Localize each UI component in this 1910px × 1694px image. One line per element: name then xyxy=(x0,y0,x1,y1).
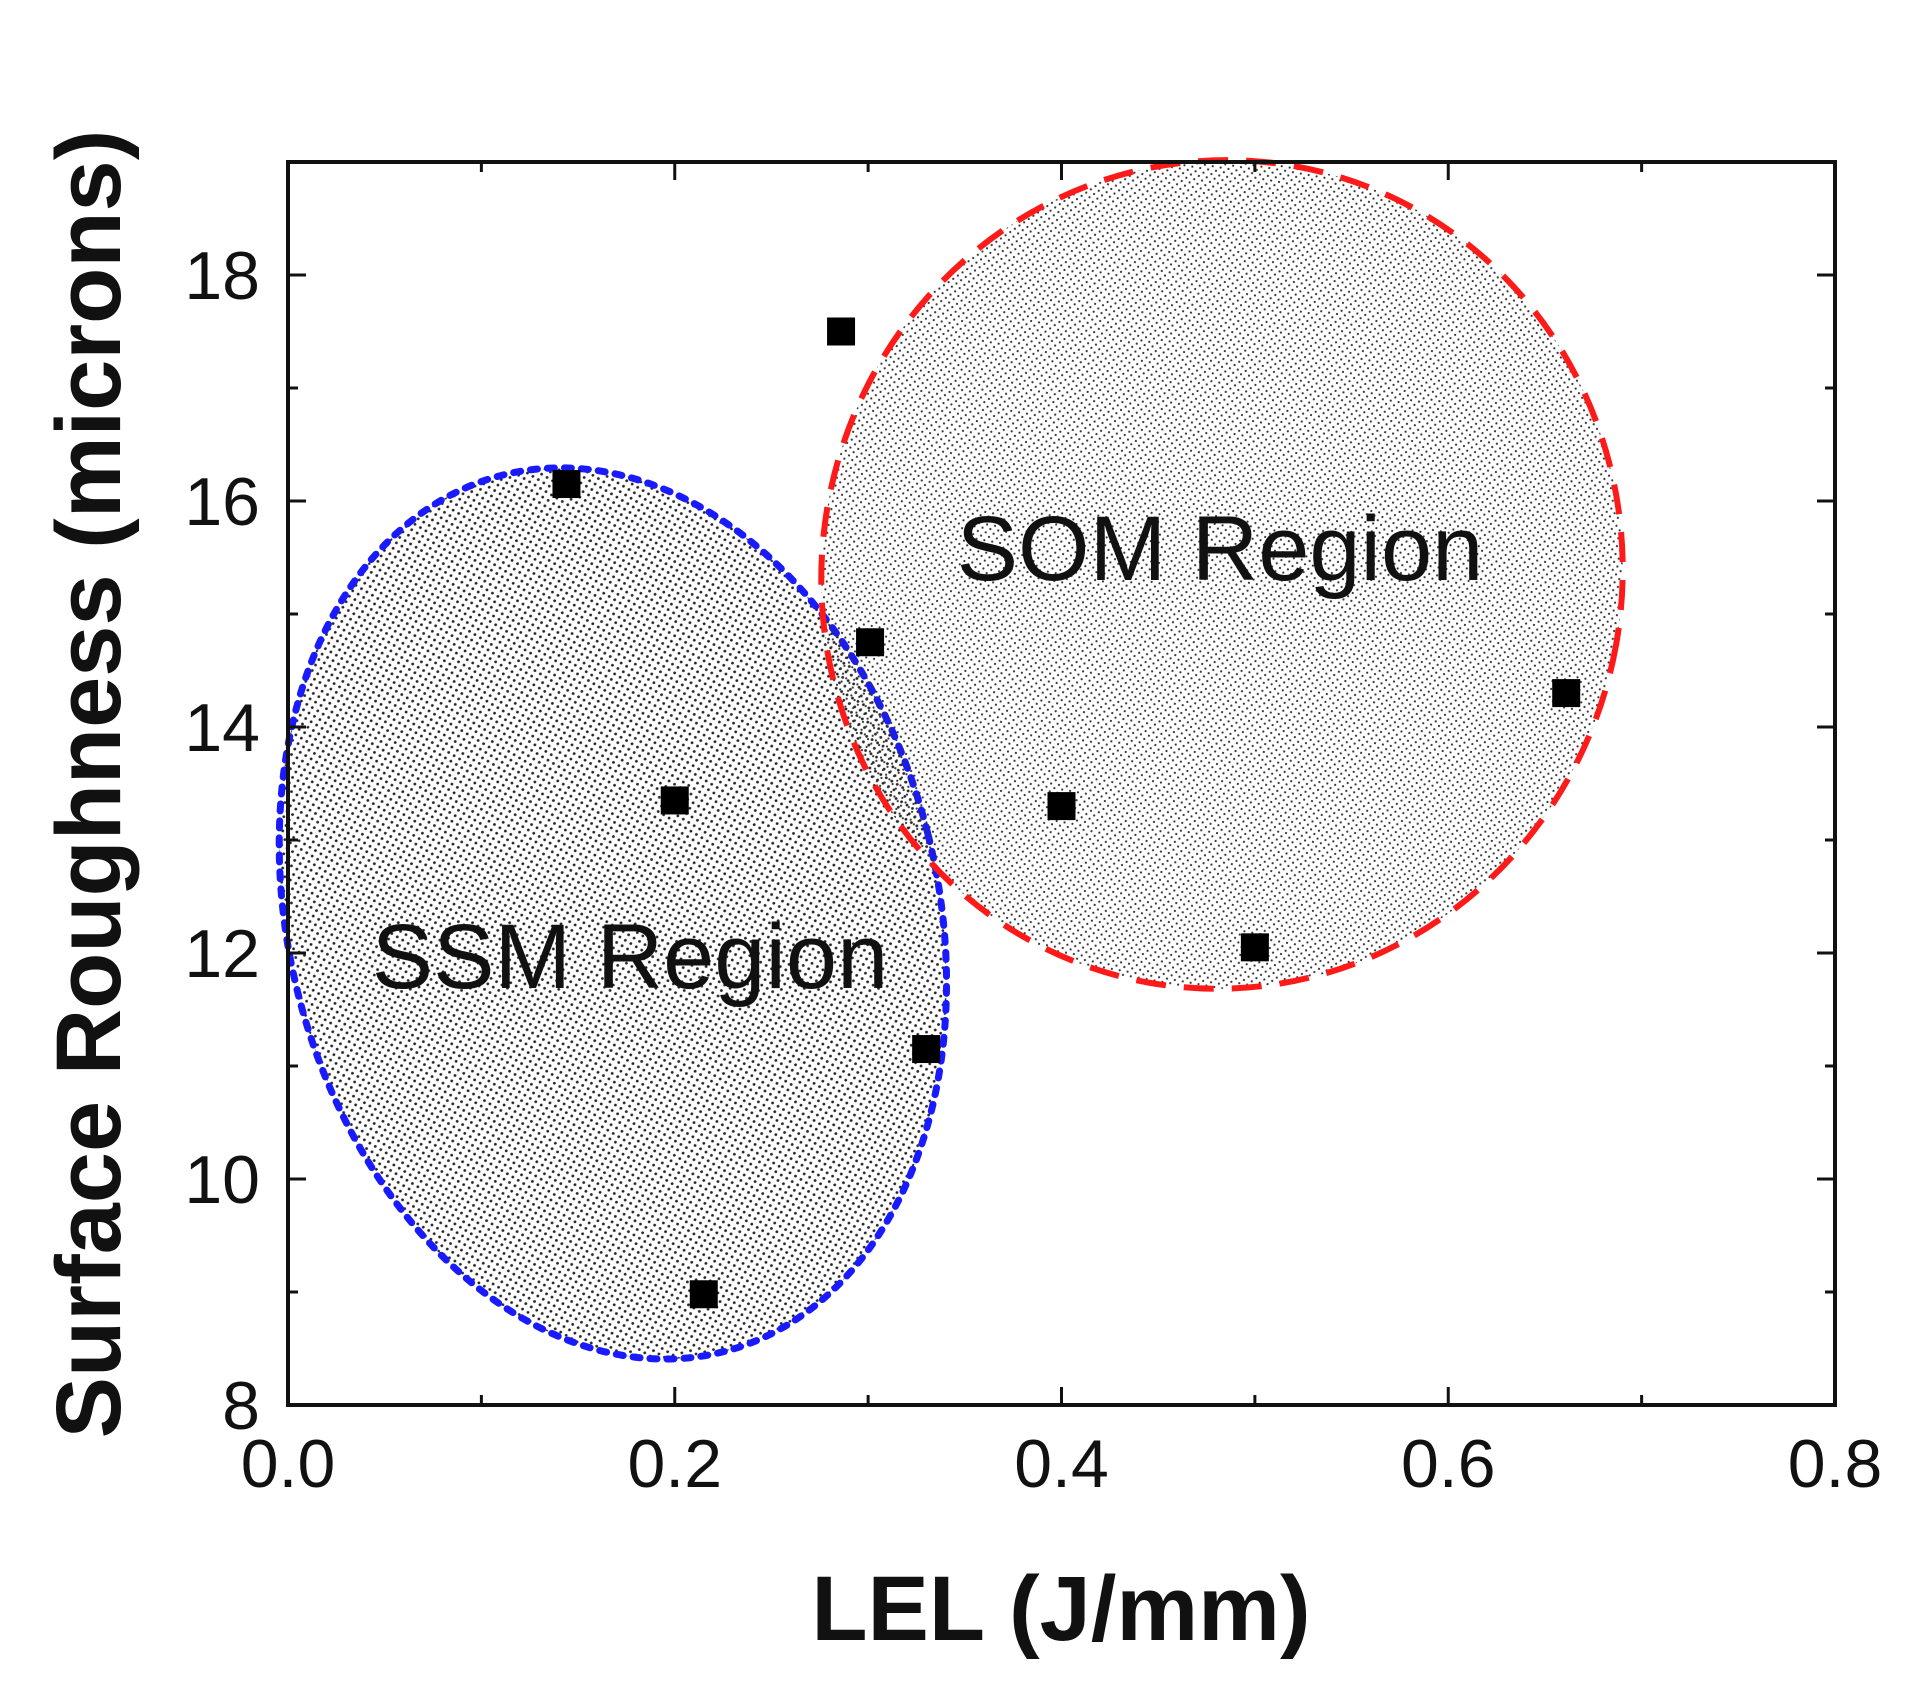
ssm-region-label: SSM Region xyxy=(372,906,888,1008)
x-tick-label: 0.6 xyxy=(1401,1426,1496,1502)
y-tick-label: 14 xyxy=(184,690,260,766)
data-point xyxy=(689,1280,718,1309)
tick-layer: 0.0 0.2 0.4 0.6 0.8 8 10 12 14 16 18 xyxy=(184,162,1882,1502)
data-point xyxy=(1240,933,1269,962)
y-tick-label: 10 xyxy=(184,1142,260,1218)
data-point xyxy=(1047,792,1076,821)
x-tick-label: 0.4 xyxy=(1014,1426,1109,1502)
y-axis-title: Surface Roughness (microns) xyxy=(38,130,140,1439)
som-region-label: SOM Region xyxy=(957,498,1484,600)
region-layer xyxy=(275,157,1626,1363)
x-tick-label: 0.2 xyxy=(627,1426,722,1502)
data-points xyxy=(552,317,1581,1309)
x-tick-label: 0.8 xyxy=(1788,1426,1883,1502)
data-point xyxy=(552,470,581,499)
x-tick-label: 0.0 xyxy=(241,1426,336,1502)
data-point xyxy=(1552,679,1581,708)
data-point xyxy=(856,628,885,657)
region-labels: SSM Region SOM Region xyxy=(372,498,1484,1008)
data-point xyxy=(827,317,856,346)
y-tick-label: 16 xyxy=(184,464,260,540)
y-tick-label: 18 xyxy=(184,238,260,314)
y-tick-label: 12 xyxy=(184,916,260,992)
som-region-ellipse xyxy=(818,157,1626,992)
data-point xyxy=(660,786,689,815)
data-point xyxy=(912,1035,941,1064)
y-tick-label: 8 xyxy=(222,1368,260,1444)
x-axis-title: LEL (J/mm) xyxy=(811,1558,1310,1660)
